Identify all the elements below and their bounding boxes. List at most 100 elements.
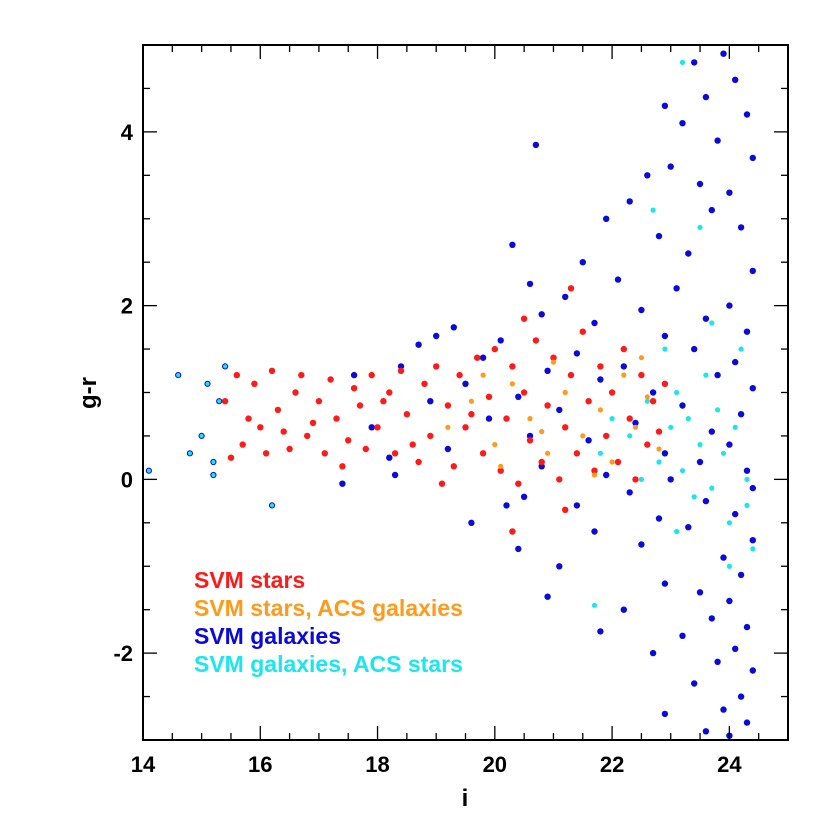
data-point-svm-stars-64	[227, 454, 235, 461]
data-point-svm-galaxies-acs-stars-36	[709, 320, 715, 326]
data-point-svm-galaxies-61	[726, 441, 733, 448]
data-point-svm-stars-acs-galaxies-13	[656, 446, 662, 452]
data-point-svm-stars-acs-galaxies-9	[609, 459, 615, 465]
data-point-svm-galaxies-26	[562, 293, 569, 301]
data-point-svm-galaxies-acs-stars-26	[732, 424, 738, 430]
data-point-svm-galaxies-82	[515, 545, 522, 553]
data-point-svm-galaxies-74	[573, 502, 581, 509]
data-point-svm-galaxies-45	[350, 371, 358, 379]
data-point-svm-galaxies-acs-stars-25	[726, 520, 733, 526]
data-point-svm-galaxies-33	[743, 328, 751, 335]
data-point-svm-stars-acs-galaxies-14	[550, 359, 557, 365]
data-point-svm-stars-22	[391, 450, 399, 457]
data-point-svm-stars-70	[567, 285, 575, 292]
legend-entry-svm-stars-acs-galaxies: SVM stars, ACS galaxies	[194, 595, 463, 621]
data-point-svm-galaxies-acs-stars-1	[175, 372, 182, 379]
data-point-svm-stars-47	[556, 476, 563, 483]
data-point-svm-galaxies-21	[579, 259, 586, 266]
data-point-svm-galaxies-acs-stars-35	[662, 346, 668, 352]
data-point-svm-galaxies-47	[462, 380, 469, 387]
data-point-svm-galaxies-67	[743, 467, 751, 474]
data-point-svm-galaxies-acs-stars-3	[198, 432, 205, 439]
data-point-svm-stars-59	[626, 415, 633, 422]
data-point-svm-galaxies-acs-stars-39	[638, 476, 645, 482]
data-point-svm-galaxies-35	[497, 337, 504, 344]
data-point-svm-galaxies-acs-stars-33	[591, 602, 598, 608]
data-point-svm-stars-24	[403, 411, 411, 418]
data-point-svm-galaxies-acs-stars-30	[697, 224, 703, 230]
data-point-svm-galaxies-29	[538, 311, 545, 318]
data-point-svm-stars-27	[427, 432, 434, 440]
legend-entry-svm-galaxies: SVM galaxies	[194, 623, 341, 649]
y-tick-label-4: 4	[121, 120, 134, 145]
data-point-svm-stars-54	[597, 363, 604, 370]
data-point-svm-galaxies-109	[503, 502, 510, 509]
data-point-svm-galaxies-62	[444, 445, 452, 453]
data-point-svm-galaxies-10	[667, 163, 674, 170]
data-point-svm-stars-65	[280, 428, 287, 435]
data-point-svm-galaxies-5	[743, 111, 751, 118]
data-point-svm-galaxies-88	[544, 593, 551, 600]
data-point-svm-stars-75	[562, 506, 569, 513]
legend-entry-svm-galaxies-acs-stars: SVM galaxies, ACS stars	[194, 651, 463, 677]
data-point-svm-stars-28	[433, 363, 440, 370]
data-point-svm-galaxies-46	[597, 376, 604, 383]
data-point-svm-galaxies-1	[691, 59, 698, 66]
data-point-svm-stars-36	[491, 345, 498, 353]
data-point-svm-stars-acs-galaxies-0	[445, 424, 451, 430]
data-point-svm-galaxies-60	[585, 437, 592, 444]
data-point-svm-stars-26	[421, 380, 428, 387]
data-point-svm-stars-41	[520, 389, 528, 396]
data-point-svm-galaxies-acs-stars-28	[744, 476, 750, 482]
data-point-svm-galaxies-14	[626, 198, 633, 205]
data-point-svm-galaxies-acs-stars-24	[720, 450, 727, 456]
data-point-svm-stars-38	[503, 415, 510, 422]
data-point-svm-galaxies-24	[526, 280, 534, 288]
data-point-svm-galaxies-acs-stars-6	[216, 398, 223, 405]
data-point-svm-galaxies-103	[743, 719, 751, 726]
data-point-svm-galaxies-42	[397, 363, 405, 370]
x-tick-label-14: 14	[131, 752, 156, 777]
data-point-svm-stars-34	[479, 450, 487, 457]
data-point-svm-galaxies-acs-stars-8	[210, 471, 217, 479]
data-point-svm-galaxies-acs-stars-38	[674, 528, 680, 535]
data-point-svm-galaxies-104	[702, 728, 710, 735]
data-point-svm-stars-31	[456, 371, 463, 379]
data-point-svm-galaxies-23	[614, 276, 622, 283]
data-point-svm-stars-37	[497, 467, 504, 474]
data-point-svm-galaxies-79	[591, 528, 598, 535]
data-point-svm-stars-50	[573, 450, 581, 457]
data-point-svm-stars-60	[632, 476, 639, 483]
data-point-svm-galaxies-55	[485, 415, 493, 422]
ticks-layer	[142, 44, 789, 741]
points-layer	[145, 50, 756, 739]
data-point-svm-galaxies-48	[749, 385, 756, 392]
data-point-svm-galaxies-acs-stars-22	[709, 485, 715, 491]
data-point-svm-galaxies-38	[573, 350, 581, 357]
data-point-svm-stars-53	[591, 467, 598, 474]
data-point-svm-galaxies-2	[732, 76, 739, 84]
data-point-svm-stars-69	[520, 315, 528, 322]
data-point-svm-galaxies-acs-stars-15	[668, 424, 674, 430]
data-point-svm-stars-14	[327, 376, 334, 383]
data-point-svm-stars-48	[562, 424, 569, 431]
data-point-svm-galaxies-100	[737, 693, 745, 700]
data-point-svm-stars-72	[438, 480, 446, 487]
data-point-svm-stars-35	[485, 393, 493, 400]
data-point-svm-galaxies-34	[661, 332, 669, 340]
data-point-svm-galaxies-25	[673, 285, 680, 292]
data-point-svm-stars-32	[462, 424, 469, 431]
data-point-svm-galaxies-32	[450, 324, 457, 331]
data-point-svm-galaxies-acs-stars-37	[744, 502, 750, 508]
data-point-svm-galaxies-9	[749, 154, 756, 162]
data-point-svm-galaxies-12	[696, 180, 704, 188]
data-point-svm-galaxies-0	[720, 50, 727, 57]
data-point-svm-galaxies-93	[597, 628, 604, 635]
data-point-svm-galaxies-108	[339, 480, 346, 487]
data-point-svm-stars-2	[239, 441, 246, 448]
data-point-svm-stars-19	[368, 371, 375, 379]
data-point-svm-stars-17	[350, 385, 358, 392]
data-point-svm-stars-acs-galaxies-16	[591, 472, 598, 478]
data-point-svm-galaxies-3	[702, 93, 710, 101]
